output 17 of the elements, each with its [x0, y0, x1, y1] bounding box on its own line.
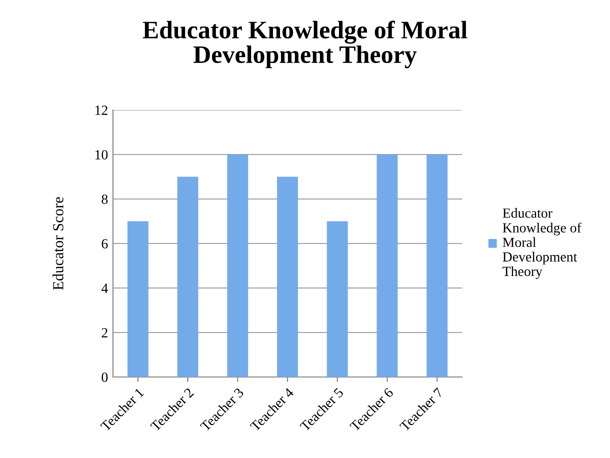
bar: [227, 154, 248, 377]
legend-label: Educator Knowledge of Moral Development Theory: [502, 208, 582, 279]
y-tick-label: 6: [102, 239, 108, 248]
bar: [277, 176, 298, 377]
y-axis-title: Educator Score: [52, 197, 64, 290]
bar: [426, 154, 448, 377]
y-tick-label: 0: [102, 372, 108, 382]
y-tick-label: 8: [102, 194, 108, 204]
bar: [127, 221, 148, 377]
y-tick-label: 10: [95, 150, 108, 160]
y-tick-label: 12: [95, 106, 108, 115]
chart-title: Educator Knowledge of Moral Development Theory: [142, 20, 468, 68]
bar: [177, 176, 198, 377]
bar: [326, 221, 348, 377]
y-tick-label: 4: [101, 284, 108, 293]
y-tick-label: 2: [102, 328, 108, 338]
bar: [376, 154, 398, 377]
